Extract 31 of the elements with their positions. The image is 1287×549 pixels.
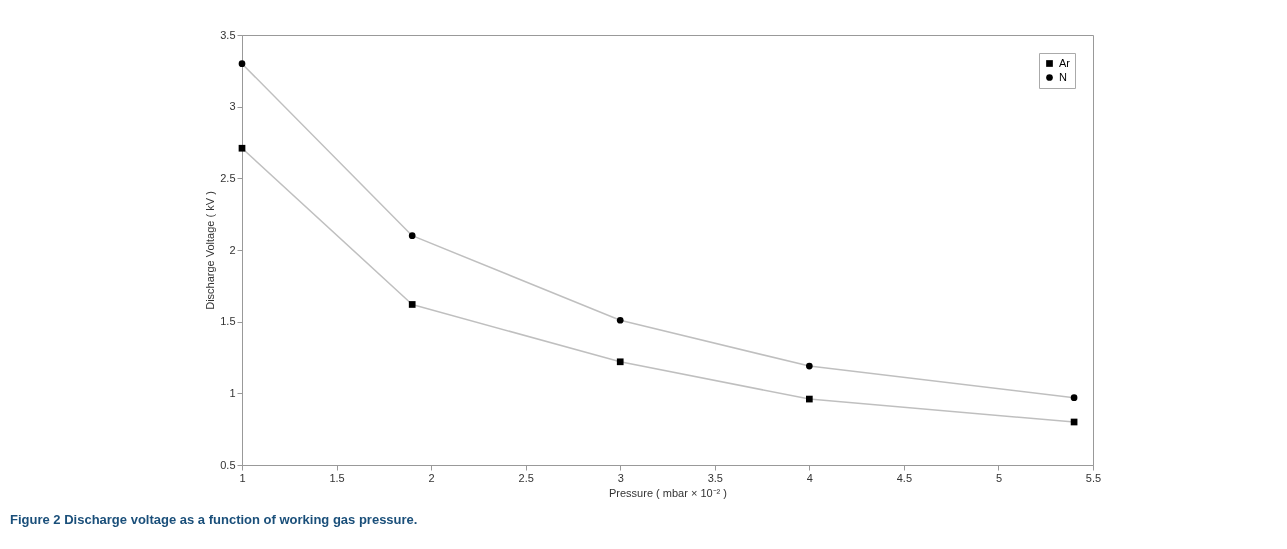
x-tick-label: 1 bbox=[239, 471, 246, 484]
y-tick-label: 3 bbox=[229, 100, 236, 113]
y-tick-label: 2.5 bbox=[220, 171, 236, 184]
x-tick-label: 2.5 bbox=[518, 471, 534, 484]
y-tick-label: 2 bbox=[229, 243, 236, 256]
point bbox=[1070, 394, 1078, 401]
x-tick-label: 3.5 bbox=[707, 471, 723, 484]
point bbox=[238, 144, 246, 152]
point bbox=[616, 358, 624, 366]
point bbox=[408, 232, 416, 240]
x-tick-label: 2 bbox=[428, 471, 435, 484]
legend-label: N bbox=[1059, 70, 1067, 83]
x-tick-label: 4 bbox=[806, 471, 813, 484]
x-tick-label: 3 bbox=[617, 471, 624, 484]
x-tick-label: 1.5 bbox=[329, 471, 345, 484]
x-tick-label: 4.5 bbox=[896, 471, 913, 484]
x-tick-label: 5 bbox=[995, 471, 1003, 484]
point bbox=[616, 316, 624, 324]
point bbox=[238, 60, 246, 68]
point bbox=[408, 301, 416, 308]
caption: Figure 2 Discharge voltage as a function of working gas pressure. bbox=[10, 512, 418, 527]
point bbox=[805, 362, 813, 370]
y-tick-label: 3.5 bbox=[220, 28, 236, 41]
y-tick-label: 0.5 bbox=[220, 458, 236, 471]
y-tick-label: 1 bbox=[229, 386, 236, 399]
x-axis-title: Pressure ( mbar × 10⁻² ) bbox=[608, 486, 728, 499]
y-axis-title: Discharge Voltage ( kV ) bbox=[204, 191, 217, 310]
x-tick-label: 5.5 bbox=[1085, 471, 1102, 484]
legend-label: Ar bbox=[1059, 56, 1071, 69]
y-tick-label: 1.5 bbox=[220, 315, 236, 328]
point bbox=[805, 395, 813, 403]
